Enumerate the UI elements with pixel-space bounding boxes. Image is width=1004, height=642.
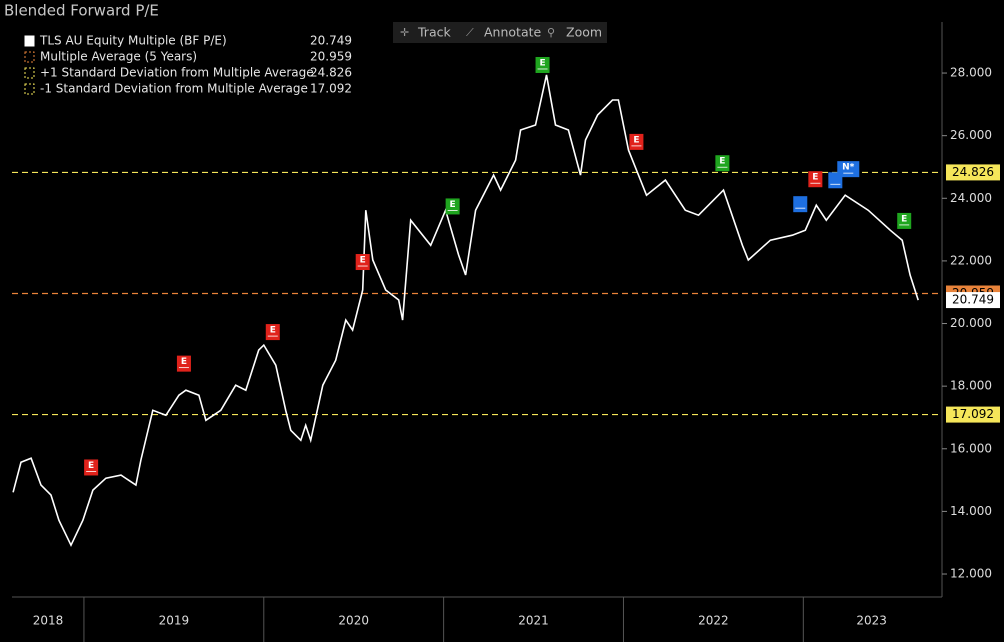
legend-swatch [24,67,35,79]
event-marker [837,161,860,178]
y-tick-label: 28.000 [950,66,992,80]
x-tick-label: 2020 [338,614,369,628]
y-tick-label: 24.000 [950,191,992,205]
x-tick-label: 2018 [33,614,64,628]
event-label: E [633,135,639,145]
event-label: N* [842,163,855,173]
legend-label: TLS AU Equity Multiple (BF P/E) [39,34,227,48]
event-label: E [812,173,818,183]
legend-label: -1 Standard Deviation from Multiple Aver… [40,82,308,96]
reference-value-text: 17.092 [952,407,994,421]
toolbar-annotate[interactable]: Annotate [484,25,542,40]
event-label: E [181,357,187,367]
legend-label: +1 Standard Deviation from Multiple Aver… [40,66,314,80]
legend-swatch [24,51,35,63]
toolbar [393,22,607,43]
legend-value: 20.749 [310,34,352,48]
legend-label: Multiple Average (5 Years) [40,50,197,64]
x-tick-label: 2021 [518,614,549,628]
toolbar-zoom[interactable]: Zoom [566,25,602,40]
annotate-icon: ⟋ [466,26,474,39]
event-label: E [270,326,276,336]
event-label: E [360,256,366,266]
y-tick-label: 22.000 [950,253,992,267]
event-marker [793,196,808,213]
y-tick-label: 26.000 [950,128,992,142]
legend-bg [18,30,360,100]
reference-value-box [946,164,1000,181]
y-tick-label: 14.000 [950,504,992,518]
event-label: E [450,200,456,210]
event-label: E [719,157,725,167]
reference-value-box [946,406,1000,423]
last-value-text: 20.749 [952,293,994,307]
legend-value: 17.092 [310,82,352,96]
x-tick-label: 2023 [856,614,887,628]
y-tick-label: 12.000 [950,567,992,581]
event-label: E [539,58,545,68]
y-tick-label: 20.000 [950,316,992,330]
chart-title: Blended Forward P/E [4,2,159,20]
legend-value: 20.959 [310,50,352,64]
zoom-icon: ⚲ [547,26,555,39]
x-tick-label: 2022 [698,614,729,628]
last-value-box [946,292,1000,309]
track-icon: ✛ [400,26,409,39]
event-label: E [88,461,94,471]
legend-value: 24.826 [310,66,352,80]
toolbar-track[interactable]: Track [417,25,451,40]
series-line [12,74,919,548]
event-label: E [901,214,907,224]
legend-swatch [24,83,35,95]
y-tick-label: 16.000 [950,441,992,455]
y-tick-label: 18.000 [950,379,992,393]
x-tick-label: 2019 [159,614,190,628]
reference-value-text: 24.826 [952,165,994,179]
legend-swatch [24,35,35,47]
